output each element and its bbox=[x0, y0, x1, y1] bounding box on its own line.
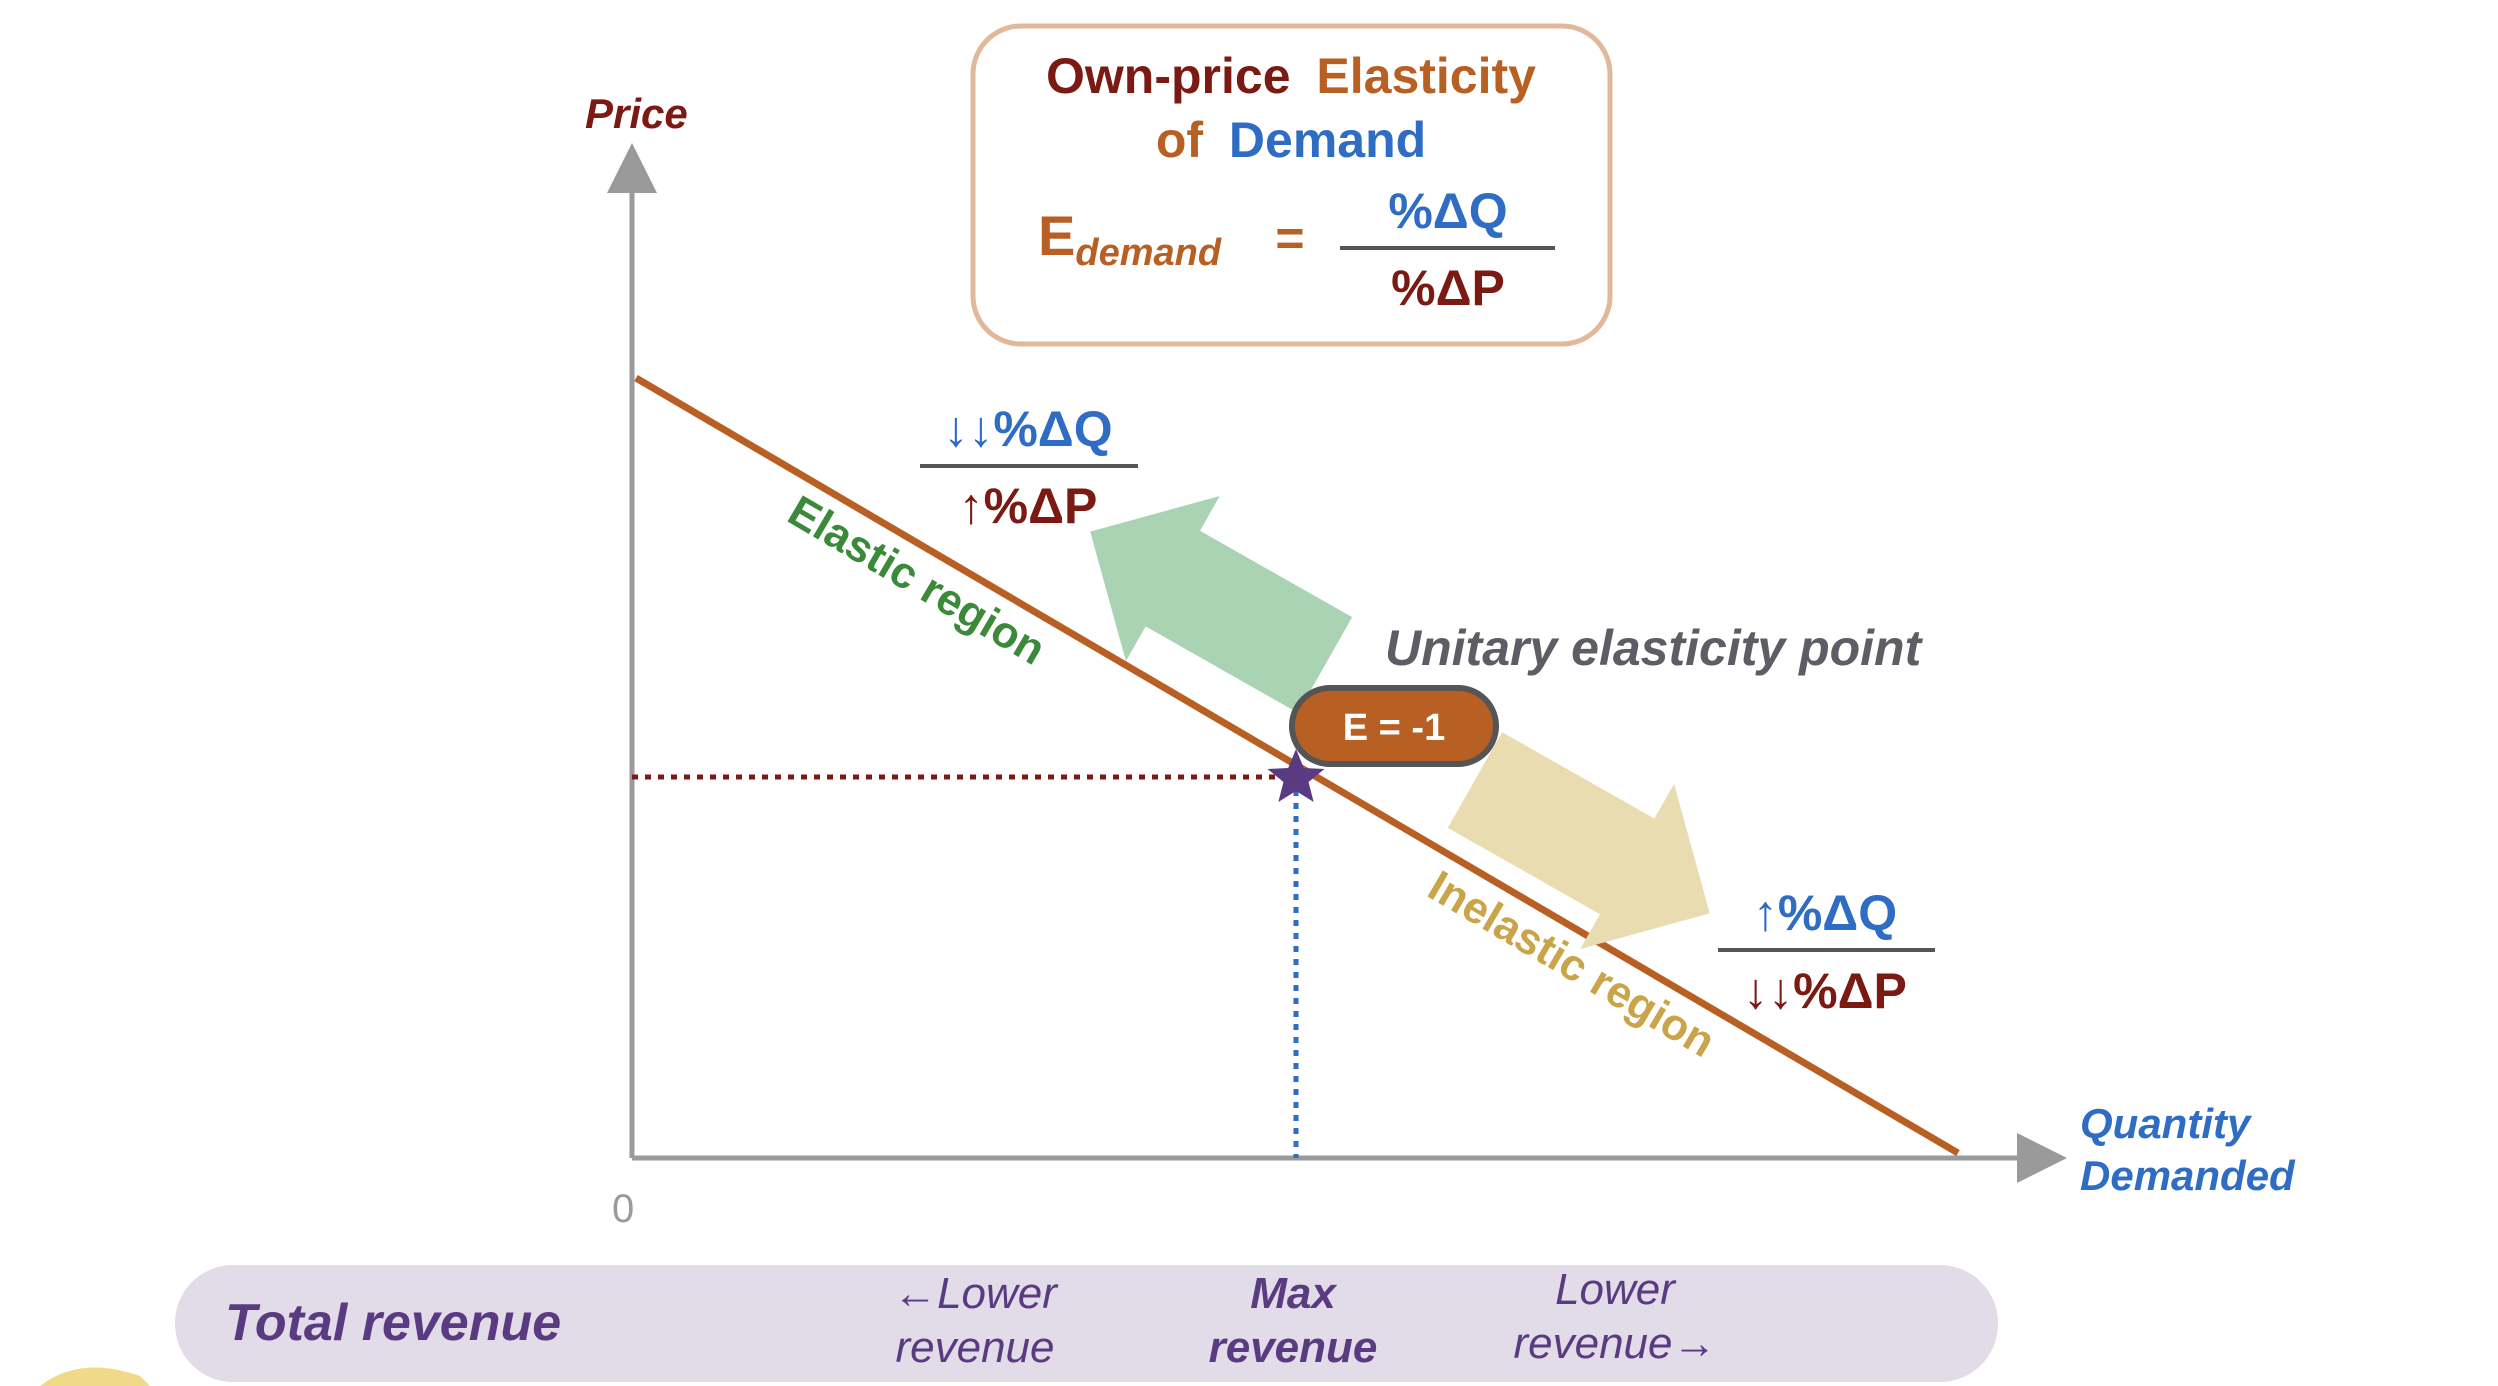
lower-revenue-left-line1: ←Lower bbox=[893, 1269, 1059, 1318]
y-axis-label: Price bbox=[585, 90, 688, 137]
unitary-point-title: Unitary elasticity point bbox=[1385, 620, 1924, 676]
elastic-fraction: ↓↓%ΔQ ↑%ΔP bbox=[920, 401, 1138, 534]
x-axis-label-line1: Quantity bbox=[2080, 1100, 2253, 1148]
elastic-denominator: ↑%ΔP bbox=[959, 478, 1098, 534]
x-axis-label-line2: Demanded bbox=[2080, 1152, 2296, 1199]
total-revenue-background bbox=[175, 1265, 1998, 1382]
formula-box-border bbox=[970, 23, 1613, 347]
decorative-corner-shape bbox=[40, 1367, 150, 1386]
formula-equals: = bbox=[1275, 210, 1304, 266]
unitary-badge: E = -1 bbox=[1289, 685, 1499, 767]
unitary-point-star-icon bbox=[1267, 749, 1325, 802]
lower-revenue-left-line2: revenue bbox=[895, 1323, 1054, 1372]
inelastic-denominator: ↓↓%ΔP bbox=[1743, 963, 1907, 1019]
formula-box: Own-price Elasticity of Demand Edemand =… bbox=[970, 23, 1613, 347]
max-revenue-line2: revenue bbox=[1209, 1323, 1378, 1372]
total-revenue-bar: Total revenue ←Lower revenue Max revenue… bbox=[175, 1265, 1998, 1382]
formula-title-line1: Own-price Elasticity bbox=[1046, 48, 1536, 104]
elastic-movement-arrow bbox=[1090, 495, 1353, 713]
formula-denominator: %ΔP bbox=[1391, 260, 1505, 316]
inelastic-fraction: ↑%ΔQ ↓↓%ΔP bbox=[1718, 885, 1935, 1019]
origin-label: 0 bbox=[612, 1187, 634, 1231]
formula-lhs: Edemand bbox=[1038, 204, 1222, 274]
lower-revenue-right-line1: Lower bbox=[1555, 1265, 1677, 1314]
total-revenue-label: Total revenue bbox=[225, 1294, 561, 1352]
lower-revenue-right-line2: revenue→ bbox=[1513, 1319, 1716, 1368]
unitary-badge-label: E = -1 bbox=[1343, 707, 1445, 749]
formula-title-line2: of Demand bbox=[1156, 112, 1426, 168]
max-revenue-line1: Max bbox=[1250, 1269, 1337, 1318]
formula-numerator: %ΔQ bbox=[1388, 183, 1507, 239]
inelastic-movement-arrow bbox=[1447, 732, 1710, 950]
elastic-numerator: ↓↓%ΔQ bbox=[943, 401, 1112, 457]
axes: Price Quantity Demanded 0 bbox=[585, 90, 2296, 1231]
inelastic-numerator: ↑%ΔQ bbox=[1753, 885, 1897, 941]
